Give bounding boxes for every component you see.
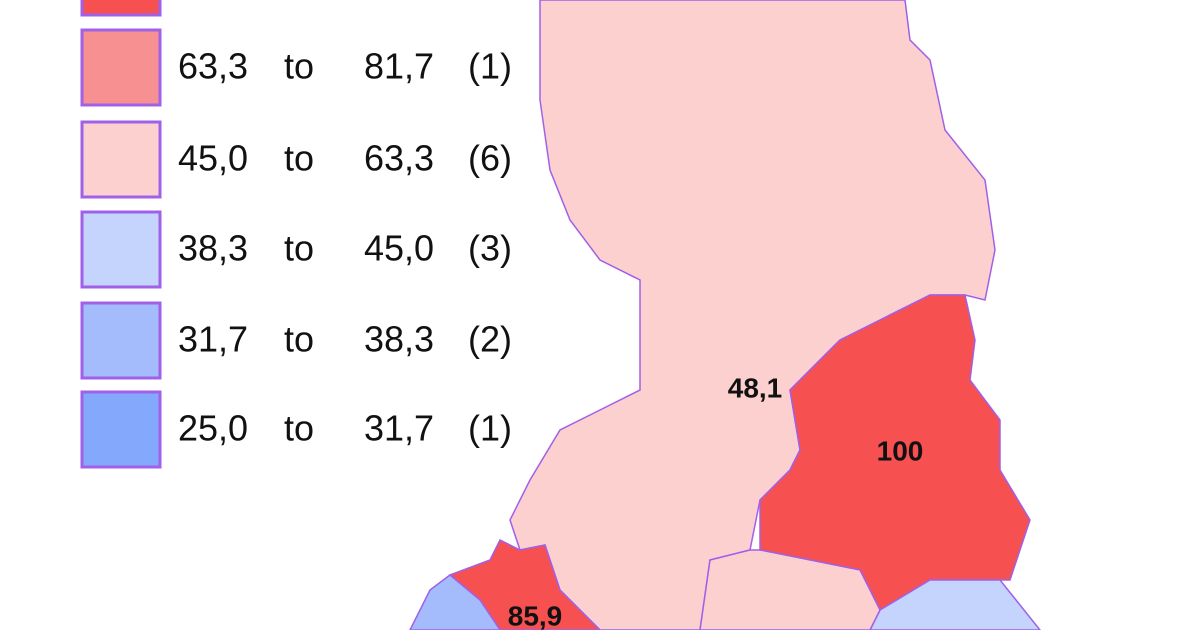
region-labels: 48,1 100 85,9 xyxy=(508,372,924,631)
legend-swatch xyxy=(80,210,162,289)
region xyxy=(699,549,881,631)
region-label: 100 xyxy=(877,435,924,466)
legend-swatch xyxy=(80,28,162,107)
legend-to: 31,7 xyxy=(364,408,434,449)
legend-word: to xyxy=(284,408,314,449)
legend-word: to xyxy=(284,138,314,179)
legend-word: to xyxy=(284,228,314,269)
legend-from: 31,7 xyxy=(178,319,248,360)
legend-from: 45,0 xyxy=(178,138,248,179)
legend-swatch xyxy=(80,301,162,380)
legend-from: 63,3 xyxy=(178,46,248,87)
legend-to: 45,0 xyxy=(364,228,434,269)
legend-count: (6) xyxy=(468,138,512,179)
legend-count: (1) xyxy=(468,46,512,87)
legend-swatch xyxy=(80,120,162,199)
region xyxy=(759,294,1031,612)
legend-word: to xyxy=(284,46,314,87)
legend-to: 63,3 xyxy=(364,138,434,179)
legend-swatch xyxy=(80,0,162,17)
legend-from: 38,3 xyxy=(178,228,248,269)
legend-swatch xyxy=(80,390,162,469)
region-label: 48,1 xyxy=(728,372,783,403)
region-label: 85,9 xyxy=(508,600,563,630)
legend-word: to xyxy=(284,319,314,360)
legend-to: 81,7 xyxy=(364,46,434,87)
regions xyxy=(408,0,1042,631)
legend: 63,3 to 81,7 (1) 45,0 to 63,3 (6) 38,3 to 45,0 (3) 3… xyxy=(80,28,512,469)
legend-from: 25,0 xyxy=(178,408,248,449)
legend-count: (2) xyxy=(468,319,512,360)
legend-to: 38,3 xyxy=(364,319,434,360)
legend-count: (3) xyxy=(468,228,512,269)
legend-count: (1) xyxy=(468,408,512,449)
